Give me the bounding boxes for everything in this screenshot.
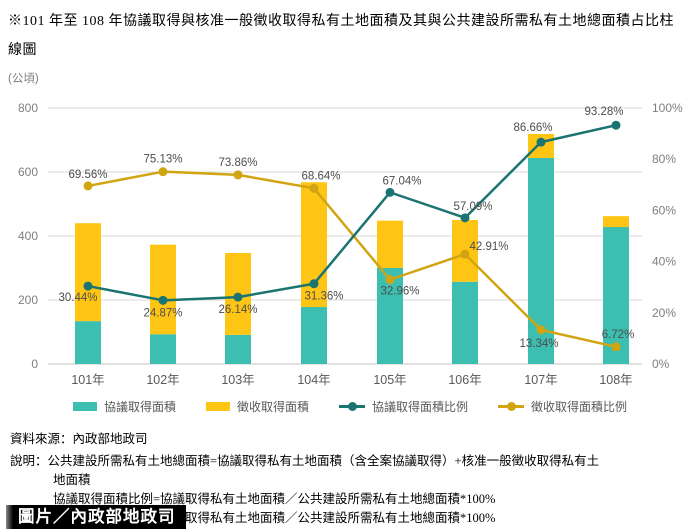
x-axis-category-label: 108年	[599, 373, 632, 387]
bar-segment-agreement	[150, 334, 176, 364]
bar-segment-agreement	[452, 281, 478, 364]
right-axis-tick-label: 0%	[652, 357, 670, 371]
data-point-label: 42.91%	[469, 241, 508, 253]
data-point-label: 57.09%	[453, 201, 492, 213]
data-point-marker	[385, 187, 395, 197]
data-point-marker	[309, 279, 319, 289]
chart-legend: 協議取得面積 徵收取得面積 協議取得面積比例 徵收取得面積比例	[0, 398, 700, 415]
footer-notes: 資料來源：內政部地政司 說明：公共建設所需私有土地總面積=協議取得私有土地面積（…	[10, 430, 690, 528]
x-axis-category-label: 107年	[524, 373, 557, 387]
left-axis-tick-label: 600	[18, 165, 38, 179]
data-point-marker	[158, 295, 168, 305]
legend-item-label: 徵收取得面積比例	[531, 400, 628, 414]
data-point-marker	[83, 281, 93, 291]
data-point-label: 32.96%	[380, 286, 419, 298]
legend-item: 徵收取得面積比例	[498, 398, 627, 415]
left-axis-tick-label: 800	[18, 101, 38, 115]
bar-segment-agreement	[603, 227, 629, 364]
note-line: 協議取得面積比例=協議取得私有土地面積／公共建設所需私有土地總面積*100%	[53, 492, 496, 506]
unit-label: (公頃)	[8, 72, 39, 85]
legend-line-marker-icon	[498, 402, 525, 412]
data-point-label: 73.86%	[218, 157, 257, 169]
legend-item-label: 徵收取得面積	[236, 400, 309, 414]
x-axis-category-label: 105年	[373, 373, 406, 387]
bar-segment-expropriation	[377, 220, 403, 268]
data-point-label: 67.04%	[382, 175, 421, 187]
note-line: 說明：公共建設所需私有土地總面積=協議取得私有土地面積（含全案協議取得）+核准一…	[10, 454, 600, 468]
bar-segment-agreement	[75, 321, 101, 364]
x-axis-category-label: 102年	[146, 373, 179, 387]
x-axis-category-label: 106年	[448, 373, 481, 387]
data-point-marker	[611, 342, 621, 352]
bar-segment-expropriation	[603, 216, 629, 228]
data-point-label: 31.36%	[304, 291, 343, 303]
data-point-label: 13.34%	[519, 338, 558, 350]
legend-item: 協議取得面積比例	[339, 398, 468, 415]
legend-line-marker-icon	[339, 402, 365, 412]
data-point-marker	[158, 167, 168, 177]
bar-segment-agreement	[225, 334, 251, 364]
left-axis-tick-label: 0	[31, 357, 38, 371]
right-axis-tick-label: 40%	[652, 255, 676, 269]
right-axis-tick-label: 60%	[652, 203, 676, 217]
data-point-label: 69.56%	[68, 169, 107, 181]
data-point-label: 68.64%	[301, 170, 340, 182]
bar-segment-agreement	[301, 307, 327, 364]
data-point-marker	[460, 213, 470, 223]
data-source-line: 資料來源：內政部地政司	[10, 432, 148, 446]
legend-item: 協議取得面積	[72, 398, 176, 415]
data-point-marker	[83, 181, 93, 191]
data-point-label: 6.72%	[602, 329, 635, 341]
ratio-line	[86, 123, 618, 302]
left-axis-tick-label: 200	[18, 293, 38, 307]
chart-area: (公頃) 0 200 400 600 800 0% 20% 40% 60% 80% 100% 101年 1…	[0, 60, 700, 392]
left-axis-tick-label: 400	[18, 229, 38, 243]
data-point-label: 75.13%	[143, 154, 182, 166]
bar-segment-expropriation	[150, 244, 176, 335]
data-point-marker	[536, 325, 546, 335]
data-point-label: 30.44%	[58, 292, 97, 304]
data-point-marker	[611, 120, 621, 130]
bar-segment-expropriation	[75, 223, 101, 322]
legend-bar-swatch-icon	[72, 402, 97, 411]
right-axis-tick-label: 80%	[652, 152, 676, 166]
note-line: 地面積	[53, 473, 91, 487]
image-credit-badge: 圖片／內政部地政司	[6, 505, 186, 529]
data-point-label: 26.14%	[218, 304, 257, 316]
legend-item: 徵收取得面積	[205, 398, 309, 415]
data-point-label: 93.28%	[584, 106, 623, 118]
x-axis-category-label: 104年	[297, 373, 330, 387]
data-point-label: 24.87%	[143, 307, 182, 319]
combo-chart: (公頃) 0 200 400 600 800 0% 20% 40% 60% 80% 100% 101年 1…	[8, 72, 683, 387]
legend-item-label: 協議取得面積比例	[372, 400, 469, 414]
data-point-marker	[233, 170, 243, 180]
legend-item-label: 協議取得面積	[103, 400, 176, 414]
data-point-marker	[536, 137, 546, 147]
right-axis-tick-label: 20%	[652, 306, 676, 320]
data-point-marker	[233, 292, 243, 302]
x-axis-category-label: 103年	[221, 373, 254, 387]
data-point-marker	[460, 249, 470, 259]
x-axis-category-label: 101年	[71, 373, 104, 387]
ratio-line	[86, 170, 618, 349]
chart-title: ※101 年至 108 年協議取得與核准一般徵收取得私有土地面積及其與公共建設所…	[8, 14, 674, 58]
data-point-marker	[309, 183, 319, 193]
legend-bar-swatch-icon	[205, 402, 230, 411]
data-point-label: 86.66%	[513, 122, 552, 134]
right-axis-tick-label: 100%	[652, 101, 683, 115]
data-point-marker	[385, 275, 395, 285]
